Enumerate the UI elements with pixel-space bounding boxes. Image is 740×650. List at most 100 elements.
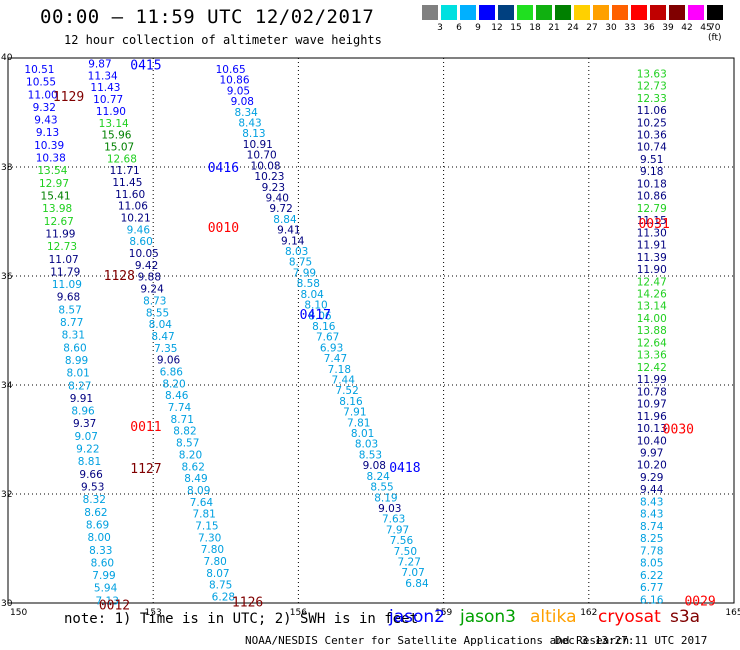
wave-height-value: 10.86 (219, 75, 249, 87)
wave-height-value: 8.60 (63, 342, 86, 354)
wave-height-value: 7.97 (386, 524, 409, 536)
chart-title: 00:00 – 11:59 UTC 12/02/2017 (40, 6, 375, 28)
time-label: 1128 (104, 269, 135, 284)
time-label: 1126 (232, 595, 263, 610)
scale-swatch (460, 5, 477, 20)
wave-height-value: 15.41 (41, 191, 71, 203)
wave-height-value: 10.08 (251, 160, 281, 172)
y-tick-label: 34 (1, 381, 13, 391)
wave-height-value: 8.77 (60, 317, 83, 329)
generation-timestamp: Dec 3 13:27:11 UTC 2017 (555, 634, 708, 647)
time-label: 0012 (99, 599, 130, 614)
scale-swatch (555, 5, 572, 20)
wave-height-value: 9.66 (79, 469, 103, 481)
wave-height-value: 9.44 (640, 484, 664, 496)
wave-height-value: 10.40 (637, 435, 667, 447)
scale-label: 24 (567, 23, 579, 33)
wave-height-value: 7.07 (401, 567, 424, 579)
wave-height-value: 8.60 (129, 236, 152, 248)
wave-height-value: 7.30 (198, 532, 221, 544)
scale-swatch (593, 5, 610, 20)
x-tick-label: 165 (725, 608, 740, 618)
wave-height-value: 8.84 (273, 214, 297, 226)
satellite-label-altika: altika (530, 607, 577, 627)
wave-height-value: 11.39 (637, 252, 667, 264)
time-label: 0416 (208, 161, 239, 176)
wave-height-value: 15.96 (101, 130, 131, 142)
time-label: 0417 (300, 308, 331, 323)
wave-height-value: 10.18 (637, 178, 667, 190)
wave-height-value: 9.08 (363, 460, 386, 472)
x-tick-label: 156 (290, 608, 307, 618)
wave-height-value: 9.05 (227, 85, 250, 97)
wave-height-value: 10.39 (34, 140, 64, 152)
wave-height-value: 8.43 (238, 118, 261, 130)
wave-height-value: 10.86 (637, 191, 667, 203)
wave-height-value: 7.27 (398, 557, 421, 569)
wave-height-value: 8.58 (297, 278, 320, 290)
wave-height-value: 8.33 (89, 545, 112, 557)
wave-height-value: 8.16 (312, 321, 336, 333)
wave-height-value: 13.98 (42, 203, 72, 215)
wave-height-value: 8.04 (149, 319, 173, 331)
wave-height-value: 8.01 (66, 368, 89, 380)
axis-ticks: 150 153 156 159 162 165 30 32 34 36 38 40 (1, 53, 740, 618)
wave-height-value: 12.33 (637, 93, 667, 105)
wave-height-value: 7.52 (335, 385, 358, 397)
wave-height-value: 8.99 (65, 355, 88, 367)
wave-height-value: 11.07 (49, 254, 79, 266)
x-tick-label: 153 (145, 608, 162, 618)
wave-height-value: 13.14 (637, 301, 667, 313)
wave-height-value: 6.93 (320, 342, 343, 354)
wave-height-value: 9.29 (640, 472, 663, 484)
scale-label: 70 (ft) (708, 23, 722, 43)
wave-height-value: 11.34 (88, 70, 118, 82)
wave-height-value: 7.99 (92, 570, 115, 582)
wave-height-value: 8.46 (165, 390, 189, 402)
wave-height-value: 7.47 (324, 353, 347, 365)
satellite-label-s3a: s3a (670, 607, 701, 627)
scale-label: 33 (624, 23, 636, 33)
wave-height-value: 9.68 (57, 292, 80, 304)
wave-height-value: 7.80 (201, 544, 224, 556)
scale-swatch (669, 5, 686, 20)
wave-height-value: 8.03 (285, 246, 308, 258)
wave-height-value: 8.49 (184, 473, 207, 485)
wave-height-value: 7.99 (293, 267, 316, 279)
wave-height-value: 8.04 (300, 289, 324, 301)
time-label: 0415 (130, 59, 161, 74)
wave-height-value: 11.45 (112, 177, 142, 189)
y-tick-label: 40 (1, 53, 13, 63)
scale-swatch (441, 5, 458, 20)
wave-height-value: 6.77 (640, 582, 663, 594)
wave-height-value: 10.13 (637, 423, 667, 435)
wave-height-value: 8.34 (234, 107, 258, 119)
wave-height-value: 8.81 (78, 456, 101, 468)
wave-height-value: 7.15 (195, 520, 218, 532)
wave-height-value: 11.30 (637, 227, 667, 239)
wave-height-value: 6.84 (405, 578, 429, 590)
wave-height-value: 6.86 (160, 367, 184, 379)
wave-height-value: 9.53 (81, 481, 104, 493)
wave-height-value: 8.53 (359, 449, 382, 461)
data-marks: 10.5110.5511.009.329.439.1310.3910.3813.… (24, 59, 715, 614)
wave-height-value: 13.88 (637, 325, 667, 337)
wave-height-value: 8.69 (86, 519, 109, 531)
wave-height-value: 9.91 (70, 393, 93, 405)
scale-swatch (536, 5, 553, 20)
wave-height-value: 8.20 (179, 449, 202, 461)
wave-height-value: 9.43 (34, 115, 57, 127)
wave-height-value: 8.82 (173, 426, 196, 438)
grid-lines (8, 58, 734, 603)
wave-height-value: 10.65 (216, 64, 246, 76)
wave-height-value: 7.35 (154, 343, 177, 355)
scale-label: 36 (643, 23, 655, 33)
wave-height-value: 11.99 (45, 228, 75, 240)
wave-height-value: 8.71 (171, 414, 194, 426)
wave-height-value: 7.64 (190, 497, 214, 509)
scale-label: 27 (586, 23, 598, 33)
wave-height-value: 9.42 (135, 260, 158, 272)
scale-label: 12 (491, 23, 503, 33)
time-label: 0029 (684, 594, 715, 609)
